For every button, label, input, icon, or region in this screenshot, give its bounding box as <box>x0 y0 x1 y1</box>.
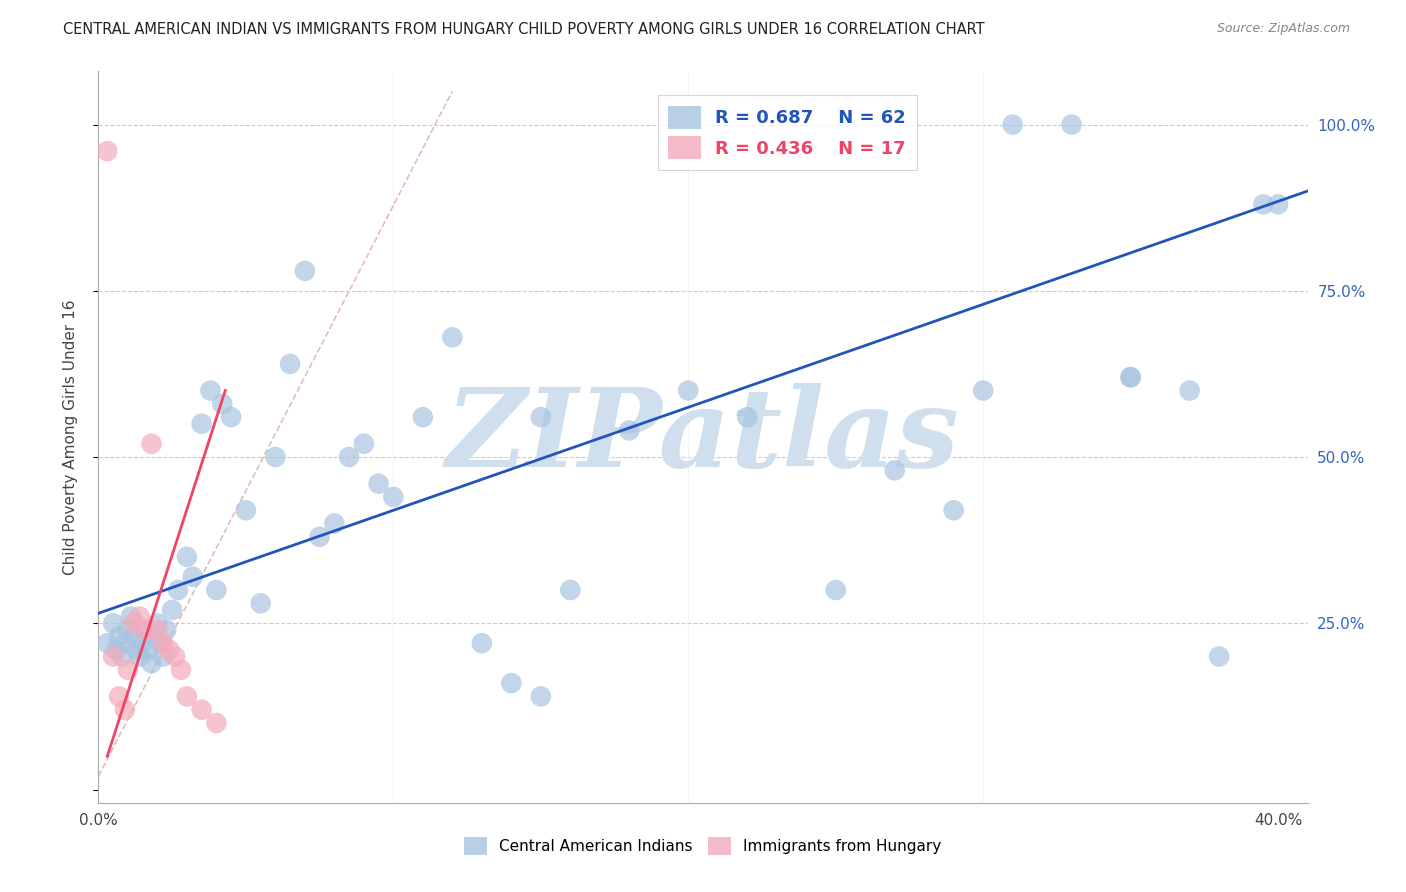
Point <box>205 716 228 731</box>
Point <box>294 264 316 278</box>
Point <box>141 436 163 450</box>
Point <box>117 623 139 637</box>
Point <box>101 616 124 631</box>
Point <box>367 476 389 491</box>
Point <box>1208 649 1230 664</box>
Point <box>138 643 160 657</box>
Point <box>219 410 242 425</box>
Point <box>619 424 641 438</box>
Point <box>114 636 136 650</box>
Point <box>96 636 118 650</box>
Point <box>200 384 222 398</box>
Point <box>135 623 157 637</box>
Point <box>1253 197 1275 211</box>
Point <box>1119 370 1142 384</box>
Point <box>149 636 172 650</box>
Point <box>111 649 134 664</box>
Point <box>155 623 177 637</box>
Point <box>942 503 965 517</box>
Point <box>501 676 523 690</box>
Point <box>146 623 169 637</box>
Point <box>108 630 131 644</box>
Point <box>122 616 145 631</box>
Point <box>235 503 257 517</box>
Point <box>972 384 994 398</box>
Point <box>101 649 124 664</box>
Point <box>824 582 846 597</box>
Point <box>176 549 198 564</box>
Point <box>211 397 233 411</box>
Point <box>883 463 905 477</box>
Point <box>1267 197 1289 211</box>
Point <box>128 609 150 624</box>
Point <box>1001 118 1024 132</box>
Point <box>382 490 405 504</box>
Point <box>264 450 287 464</box>
Point <box>128 649 150 664</box>
Point <box>141 656 163 670</box>
Point <box>152 649 174 664</box>
Text: ZIPatlas: ZIPatlas <box>446 384 960 491</box>
Point <box>471 636 494 650</box>
Point <box>114 703 136 717</box>
Point <box>117 663 139 677</box>
Point <box>678 384 700 398</box>
Point <box>190 703 212 717</box>
Point <box>735 410 758 425</box>
Legend: Central American Indians, Immigrants from Hungary: Central American Indians, Immigrants fro… <box>458 831 948 861</box>
Point <box>152 636 174 650</box>
Point <box>122 630 145 644</box>
Point <box>131 636 153 650</box>
Point <box>412 410 434 425</box>
Point <box>323 516 346 531</box>
Point <box>135 623 157 637</box>
Point <box>530 690 553 704</box>
Point <box>176 690 198 704</box>
Point <box>441 330 464 344</box>
Point <box>181 570 204 584</box>
Point <box>167 582 190 597</box>
Point <box>157 643 180 657</box>
Point <box>1060 118 1083 132</box>
Point <box>278 357 301 371</box>
Y-axis label: Child Poverty Among Girls Under 16: Child Poverty Among Girls Under 16 <box>63 300 77 574</box>
Text: CENTRAL AMERICAN INDIAN VS IMMIGRANTS FROM HUNGARY CHILD POVERTY AMONG GIRLS UND: CENTRAL AMERICAN INDIAN VS IMMIGRANTS FR… <box>63 22 984 37</box>
Point <box>105 643 128 657</box>
Point <box>160 603 183 617</box>
Point <box>353 436 375 450</box>
Point <box>205 582 228 597</box>
Point <box>108 690 131 704</box>
Point <box>165 649 187 664</box>
Text: Source: ZipAtlas.com: Source: ZipAtlas.com <box>1216 22 1350 36</box>
Point <box>125 643 148 657</box>
Point <box>337 450 360 464</box>
Point <box>560 582 582 597</box>
Point <box>190 417 212 431</box>
Point <box>96 144 118 158</box>
Point <box>308 530 330 544</box>
Point <box>143 630 166 644</box>
Point <box>249 596 271 610</box>
Point <box>146 616 169 631</box>
Point <box>530 410 553 425</box>
Point <box>120 609 142 624</box>
Point <box>170 663 193 677</box>
Point <box>1119 370 1142 384</box>
Point <box>1178 384 1201 398</box>
